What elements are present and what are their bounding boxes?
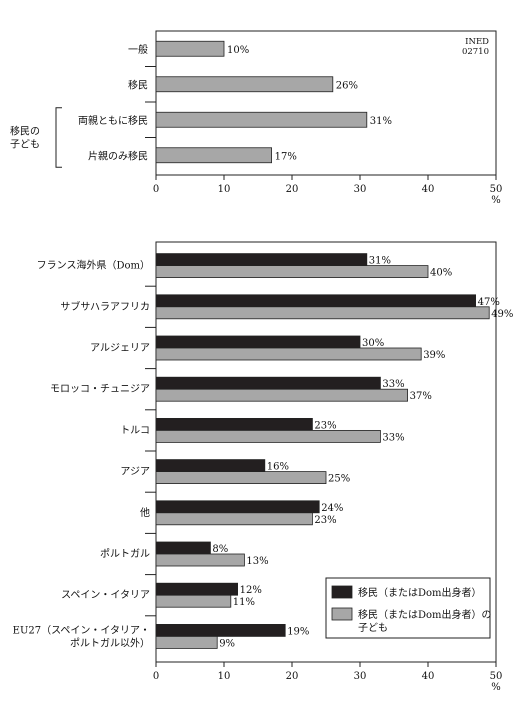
top-x-unit: % — [491, 195, 501, 206]
immigrant-bar-value: 19% — [287, 626, 309, 637]
legend-swatch-immigrant — [331, 585, 353, 599]
child-bar — [155, 512, 313, 526]
immigrant-bar — [155, 417, 313, 431]
top-bar — [155, 76, 334, 93]
bottom-x-tick-label: 10 — [218, 671, 231, 682]
top-category-label: 両親ともに移民 — [78, 114, 148, 127]
immigrant-bar-value: 8% — [212, 544, 228, 555]
group-bracket — [55, 107, 62, 168]
child-bar — [155, 306, 490, 320]
immigrant-bar-value: 24% — [321, 503, 343, 514]
top-bar-value: 10% — [227, 45, 249, 56]
top-chart-frame — [155, 30, 497, 176]
group-label-line1: 移民の — [10, 125, 40, 138]
group-label-line2: 子ども — [10, 139, 40, 151]
child-bar-value: 37% — [410, 391, 432, 402]
top-x-tick-label: 20 — [286, 184, 299, 195]
bottom-category-label: サブサハラアフリカ — [60, 300, 150, 313]
legend — [325, 577, 491, 639]
source-code-line1: INED — [465, 37, 489, 47]
bottom-chart: 31% 40% フランス海外県（Dom） 47%49% サブサハラアフリカ 30% 39% ア… — [13, 241, 513, 693]
top-x-tick-label: 50 — [490, 184, 503, 195]
top-x-tick-label: 10 — [218, 184, 231, 195]
top-x-tick-label: 30 — [354, 184, 367, 195]
bottom-chart-frame — [155, 241, 497, 663]
child-bar-value: 25% — [328, 474, 350, 485]
bottom-x-tick-label: 50 — [490, 671, 503, 682]
bottom-category-label: モロッコ・チュニジア — [50, 383, 150, 395]
child-bar-value: 49% — [491, 309, 513, 320]
top-category-label: 移民 — [128, 78, 148, 91]
child-bar-value: 11% — [233, 597, 255, 608]
child-bar — [155, 594, 232, 608]
legend-swatch-child — [331, 607, 353, 621]
child-bar — [155, 388, 409, 402]
immigrant-bar-value: 31% — [369, 256, 391, 267]
bottom-x-tick-label: 30 — [354, 671, 367, 682]
bottom-category-label: ポルトガル — [100, 548, 150, 560]
child-bar-value: 9% — [219, 638, 235, 649]
bottom-category-label: フランス海外県（Dom） — [37, 259, 150, 272]
top-bar — [155, 111, 368, 128]
immigrant-bar — [155, 335, 361, 349]
top-category-label: 片親のみ移民 — [88, 149, 148, 162]
top-bar-value: 31% — [370, 116, 392, 127]
source-code-line2: 02710 — [462, 47, 489, 57]
top-bar — [155, 40, 225, 57]
top-bar — [155, 147, 272, 164]
legend-label-child-line: 移民（またはDom出身者）の — [358, 608, 492, 621]
bottom-x-tick-label: 20 — [286, 671, 299, 682]
bottom-x-tick-label: 40 — [422, 671, 435, 682]
child-bar — [155, 347, 422, 361]
bottom-category-label: アルジェリア — [90, 343, 150, 354]
bottom-category-label: トルコ — [120, 425, 150, 436]
top-x-tick-label: 0 — [153, 184, 159, 195]
child-bar — [155, 471, 327, 485]
immigrant-bar-value: 33% — [382, 379, 404, 390]
immigrant-bar — [155, 459, 266, 473]
top-bar-value: 17% — [275, 151, 297, 162]
child-bar-value: 33% — [382, 432, 404, 443]
bottom-category-label: 他 — [140, 506, 150, 519]
bottom-x-tick-label: 0 — [153, 671, 159, 682]
immigrant-bar-value: 16% — [267, 462, 289, 473]
bottom-category-label-line: ポルトガル以外） — [70, 637, 150, 649]
top-x-tick-label: 40 — [422, 184, 435, 195]
top-category-label: 一般 — [128, 43, 148, 56]
bottom-category-label: アジア — [120, 467, 150, 478]
immigrant-bar-value: 23% — [314, 420, 336, 431]
top-chart: INED 02710 10% 一般 26% 移民 31% 両親ともに移民 17% 片親のみ移民… — [10, 30, 503, 206]
immigrant-bar — [155, 541, 211, 555]
child-bar — [155, 429, 381, 443]
immigrant-bar — [155, 500, 320, 514]
child-bar — [155, 636, 218, 649]
child-bar-value: 40% — [430, 268, 452, 279]
child-bar-value: 39% — [423, 350, 445, 361]
bottom-category-label: スペイン・イタリア — [61, 589, 150, 601]
immigrant-bar-value: 47% — [478, 297, 500, 308]
child-bar — [155, 553, 245, 567]
immigrant-bar — [155, 582, 238, 596]
top-bar-value: 26% — [336, 80, 358, 91]
immigrant-bar-value: 12% — [240, 585, 262, 596]
immigrant-bar — [155, 624, 286, 637]
bottom-x-unit: % — [491, 682, 501, 693]
immigrant-bar — [155, 376, 381, 390]
child-bar-value: 23% — [314, 515, 336, 526]
legend-label-immigrant: 移民（またはDom出身者） — [358, 586, 482, 599]
legend-label-child-line: 子ども — [358, 622, 388, 634]
immigrant-bar — [155, 253, 368, 267]
child-bar-value: 13% — [246, 556, 268, 567]
immigrant-bar — [155, 294, 477, 308]
bottom-category-label-line: EU27（スペイン・イタリア・ — [13, 624, 150, 636]
immigrant-bar-value: 30% — [362, 338, 384, 349]
child-bar — [155, 265, 429, 279]
